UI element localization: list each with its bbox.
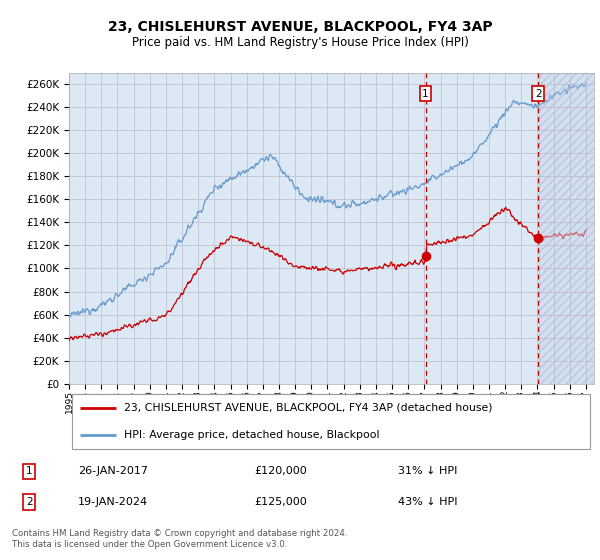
Text: 19-JAN-2024: 19-JAN-2024 [78,497,148,507]
Text: 2: 2 [535,88,542,99]
Text: Contains HM Land Registry data © Crown copyright and database right 2024.
This d: Contains HM Land Registry data © Crown c… [12,529,347,549]
Text: 43% ↓ HPI: 43% ↓ HPI [398,497,457,507]
Text: 31% ↓ HPI: 31% ↓ HPI [398,466,457,476]
FancyBboxPatch shape [71,394,590,449]
Text: 1: 1 [26,466,32,476]
Bar [539,73,594,384]
Text: 1: 1 [422,88,429,99]
Text: Price paid vs. HM Land Registry's House Price Index (HPI): Price paid vs. HM Land Registry's House … [131,36,469,49]
Text: 2: 2 [26,497,32,507]
Bar [539,73,594,384]
Text: HPI: Average price, detached house, Blackpool: HPI: Average price, detached house, Blac… [124,430,380,440]
Text: 23, CHISLEHURST AVENUE, BLACKPOOL, FY4 3AP: 23, CHISLEHURST AVENUE, BLACKPOOL, FY4 3… [107,20,493,34]
Text: £120,000: £120,000 [254,466,307,476]
Text: 26-JAN-2017: 26-JAN-2017 [78,466,148,476]
Text: 23, CHISLEHURST AVENUE, BLACKPOOL, FY4 3AP (detached house): 23, CHISLEHURST AVENUE, BLACKPOOL, FY4 3… [124,403,493,413]
Text: £125,000: £125,000 [254,497,307,507]
